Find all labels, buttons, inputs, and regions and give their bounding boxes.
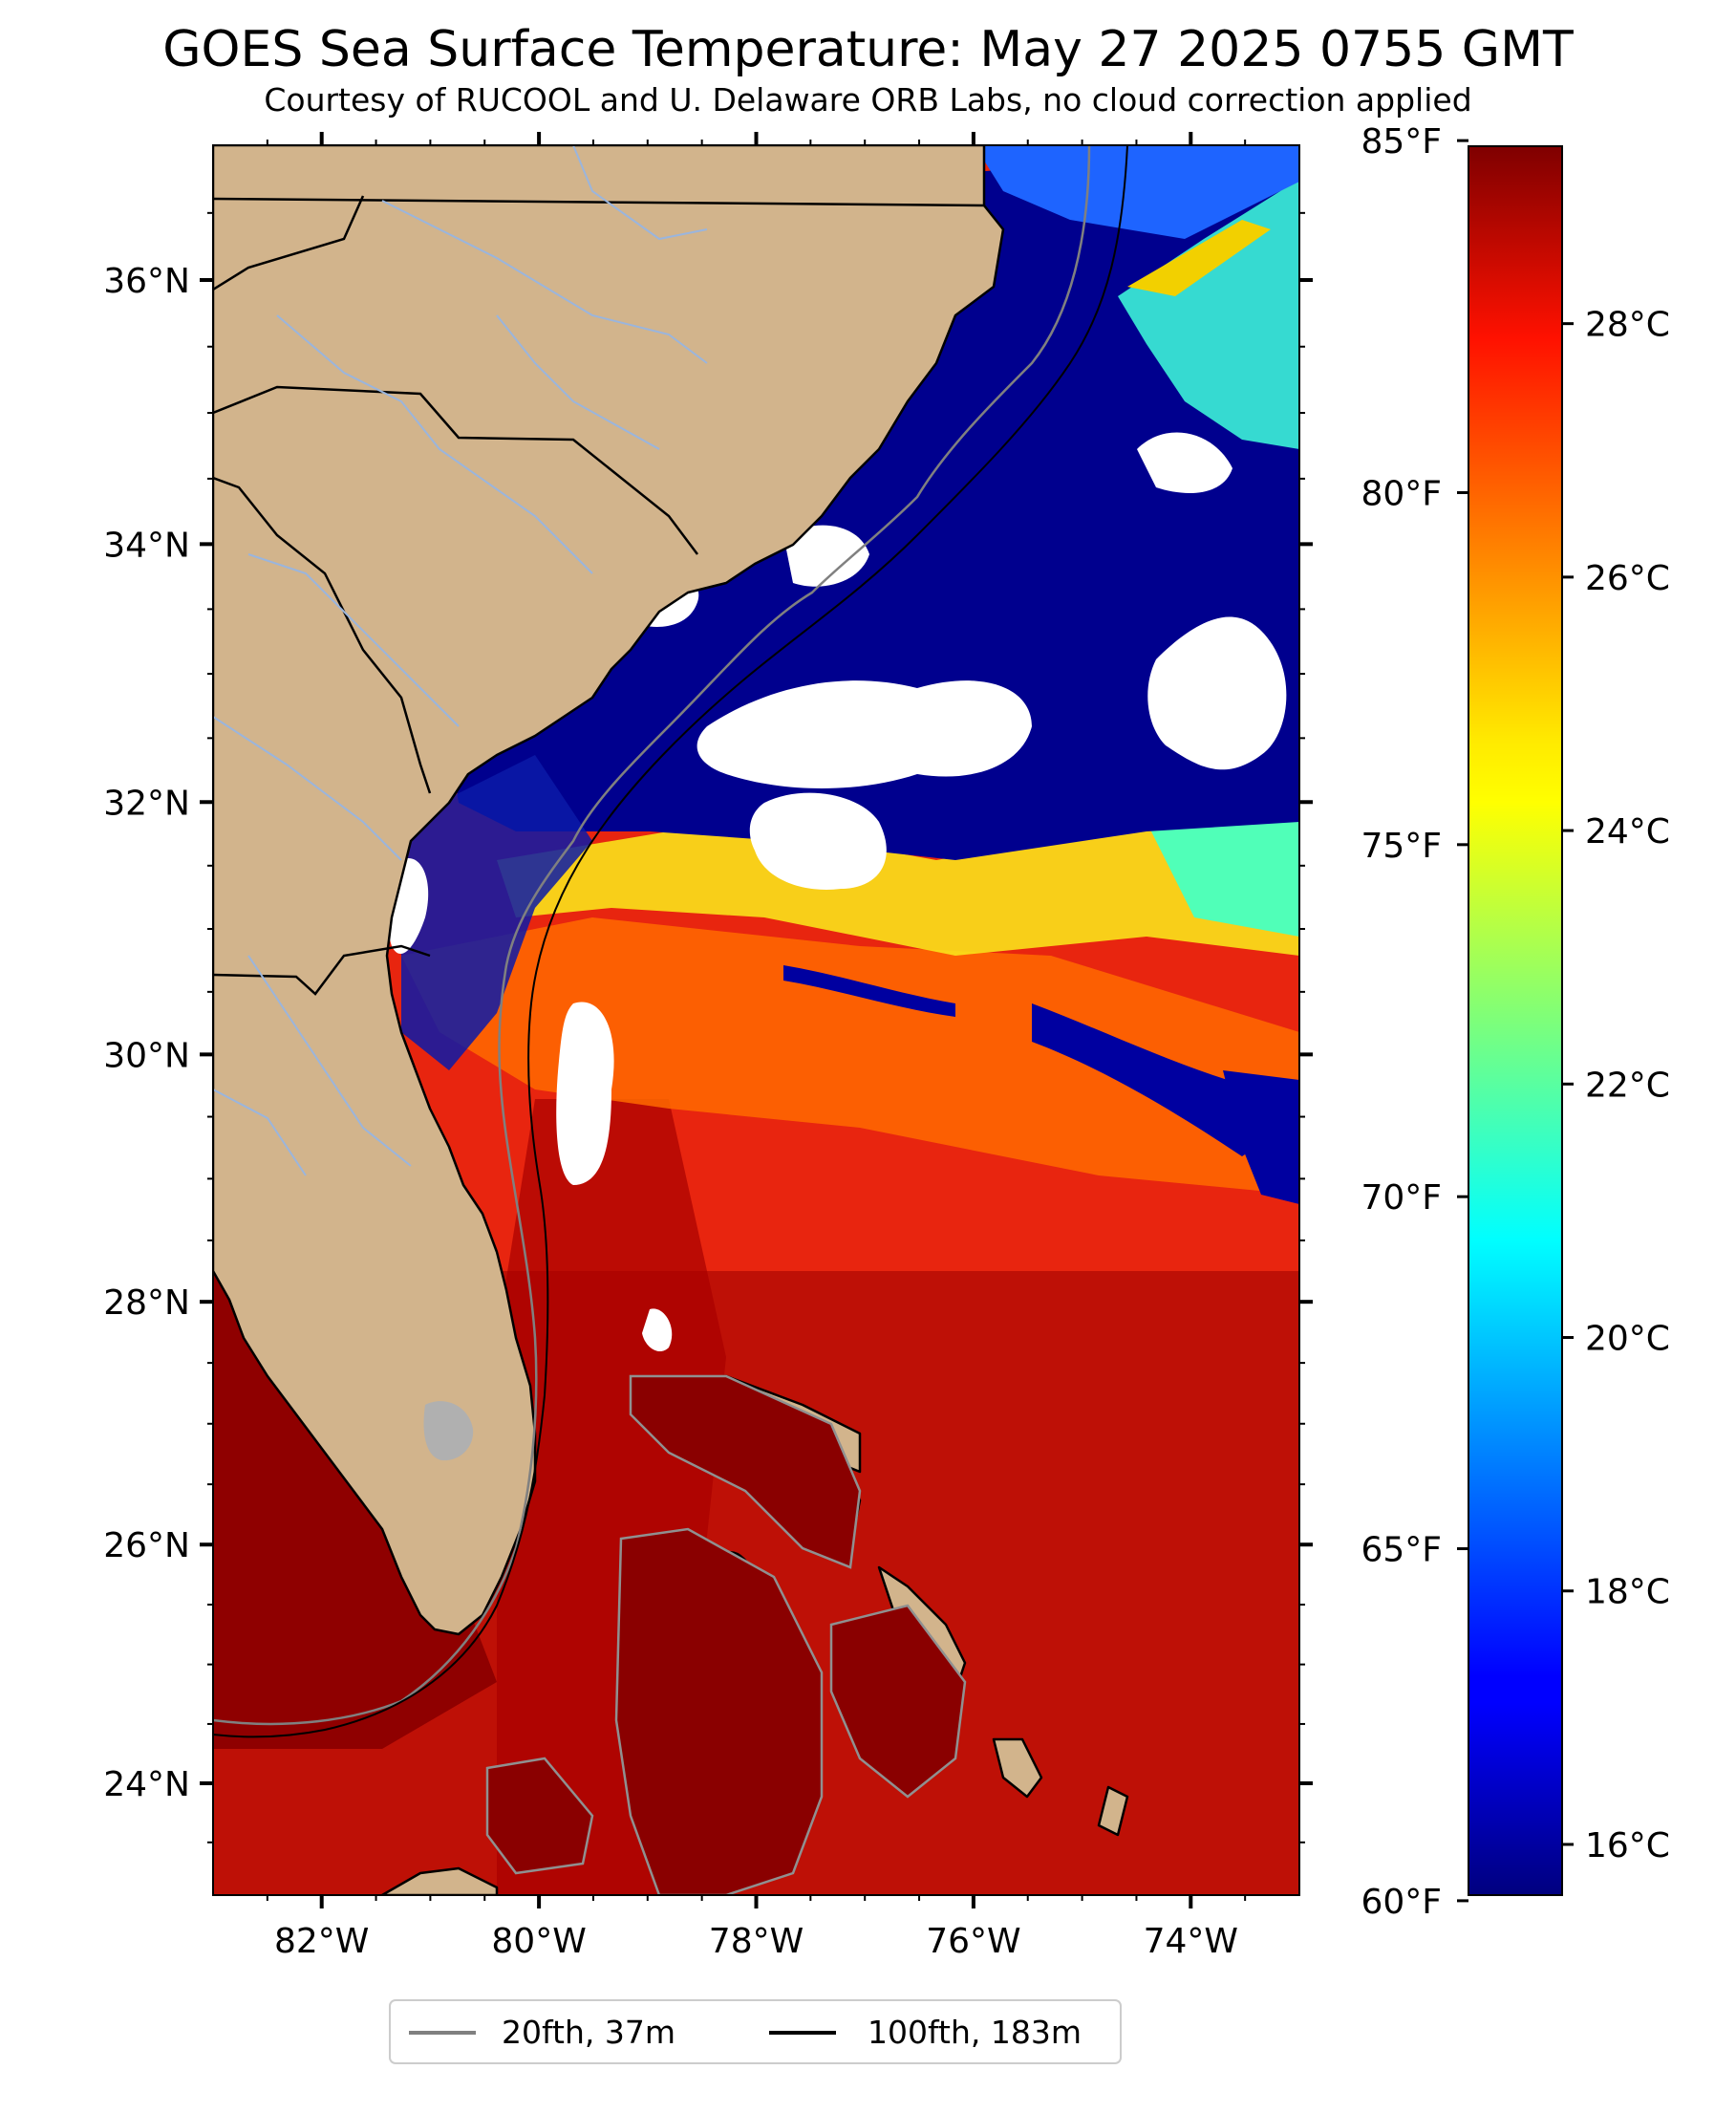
- cold-patch-east: [1223, 1070, 1299, 1204]
- north-cold-water: [449, 145, 1299, 860]
- legend: 20fth, 37m 100fth, 183m: [389, 1999, 1122, 2064]
- cyan-front-east: [1147, 803, 1299, 937]
- celsius-label: 24°C: [1585, 812, 1670, 852]
- us-mainland: [213, 145, 1005, 1636]
- bahama-banks: [485, 1374, 967, 1895]
- eleuthera: [877, 1565, 967, 1693]
- warm-water-south: [213, 1271, 1299, 1895]
- cold-water-nearshore: [401, 755, 592, 1070]
- lat-label: 24°N: [103, 1765, 190, 1804]
- celsius-label: 28°C: [1585, 306, 1670, 345]
- fahrenheit-label: 65°F: [1361, 1531, 1442, 1570]
- rivers: [213, 145, 708, 1176]
- fahrenheit-label: 60°F: [1361, 1883, 1442, 1922]
- map-axes: 36°N 34°N 32°N 30°N 28°N 26°N 24°N 82°W 80°W 78°W…: [103, 132, 1313, 1961]
- andros-island: [718, 1551, 797, 1808]
- celsius-label: 26°C: [1585, 559, 1670, 598]
- cold-filament-2: [1032, 1003, 1271, 1156]
- lon-label: 82°W: [274, 1922, 369, 1961]
- colorbar-ticks: 16°C 18°C 20°C 22°C 24°C 26°C 28°C 60°F 65°F 70°F…: [1361, 122, 1669, 1922]
- long-island-bahamas: [1097, 1785, 1129, 1837]
- gulf-stream-warm-core: [497, 1099, 726, 1895]
- lon-label: 80°W: [491, 1922, 586, 1961]
- lat-label: 26°N: [103, 1526, 190, 1565]
- fahrenheit-label: 80°F: [1361, 474, 1442, 513]
- celsius-label: 20°C: [1585, 1320, 1670, 1359]
- state-borders: [213, 195, 985, 996]
- colorbar-gradient: [1468, 145, 1563, 1896]
- grand-bahama: [633, 1374, 862, 1474]
- lat-label: 34°N: [103, 526, 190, 565]
- yellow-streak-ne: [1127, 220, 1271, 296]
- chart-title: GOES Sea Surface Temperature: May 27 202…: [162, 21, 1574, 78]
- map-frame: [212, 144, 1300, 1896]
- lat-label: 30°N: [103, 1036, 190, 1075]
- ocean-sst-base: [213, 145, 1299, 1895]
- celsius-label: 18°C: [1585, 1573, 1670, 1612]
- lat-label: 32°N: [103, 784, 190, 823]
- yellow-front: [497, 803, 1299, 956]
- cloud-mask: [386, 432, 1287, 1352]
- cyan-eddy-ne: [1118, 172, 1299, 449]
- legend-label-20fth: 20fth, 37m: [502, 2014, 675, 2051]
- celsius-label: 16°C: [1585, 1826, 1670, 1865]
- lon-label: 74°W: [1144, 1922, 1238, 1961]
- isobath-100fth: [213, 145, 1128, 1738]
- sst-map: [213, 145, 1299, 1895]
- isobath-20fth: [213, 145, 1091, 1726]
- land: [213, 145, 1129, 1895]
- celsius-label: 22°C: [1585, 1066, 1670, 1105]
- cold-filament-1: [783, 965, 955, 1017]
- lon-label: 78°W: [709, 1922, 804, 1961]
- gulf-warm-west: [213, 1152, 497, 1749]
- abaco: [801, 1451, 862, 1550]
- fahrenheit-label: 70°F: [1361, 1178, 1442, 1218]
- legend-box: [389, 1999, 1122, 2064]
- chart-subtitle: Courtesy of RUCOOL and U. Delaware ORB L…: [264, 81, 1472, 119]
- lat-label: 36°N: [103, 262, 190, 301]
- fahrenheit-label: 75°F: [1361, 827, 1442, 866]
- legend-label-100fth: 100fth, 183m: [868, 2014, 1082, 2051]
- cuba-north-coast: [380, 1866, 499, 1895]
- lat-label: 28°N: [103, 1283, 190, 1323]
- fahrenheit-label: 85°F: [1361, 122, 1442, 162]
- lake-okeechobee: [423, 1401, 474, 1461]
- warm-band-orange: [401, 917, 1299, 1195]
- ne-blue-shelf: [975, 145, 1299, 239]
- exuma-cays: [992, 1737, 1043, 1799]
- lon-label: 76°W: [926, 1922, 1020, 1961]
